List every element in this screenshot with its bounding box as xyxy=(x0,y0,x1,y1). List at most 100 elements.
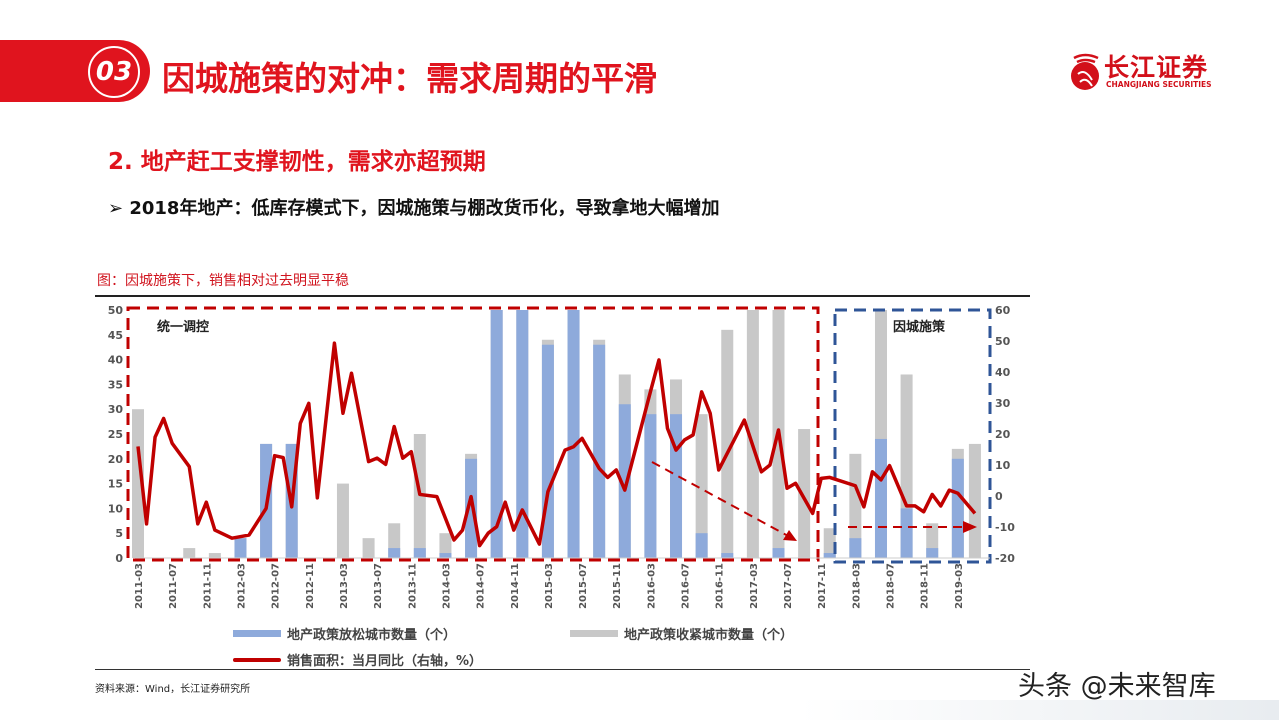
bar-tighten xyxy=(439,533,452,558)
legend-item-sales: 销售面积：当月同比（右轴，%） xyxy=(233,650,482,669)
bar-tighten xyxy=(208,553,221,558)
x-tick-label: 2016-03 xyxy=(646,563,657,609)
bar-loosen xyxy=(951,458,964,558)
x-tick-label: 2017-11 xyxy=(817,563,828,609)
arrow-bullet-icon: ➢ xyxy=(108,198,130,219)
x-tick-label: 2012-07 xyxy=(271,563,282,609)
x-tick-label: 2015-03 xyxy=(544,563,555,609)
y-left-tick-label: 5 xyxy=(115,527,123,540)
page-title: 因城施策的对冲：需求周期的平滑 xyxy=(162,59,657,98)
bar-tighten xyxy=(336,483,349,558)
legend-item-tighten: 地产政策收紧城市数量（个） xyxy=(570,624,793,643)
x-tick-label: 2018-11 xyxy=(920,563,931,609)
legend-swatch-gray xyxy=(570,630,618,637)
bar-loosen xyxy=(388,548,401,558)
bullet-point: ➢ 2018年地产：低库存模式下，因城施策与棚改货币化，导致拿地大幅增加 xyxy=(108,194,719,220)
region-frames: 统一调控 因城施策 xyxy=(126,306,992,564)
trend-arrow-down xyxy=(651,461,791,538)
x-tick-label: 2015-07 xyxy=(578,563,589,609)
legend-label: 地产政策收紧城市数量（个） xyxy=(624,628,794,643)
y-left-tick-label: 25 xyxy=(108,428,123,441)
y-left-tick-label: 0 xyxy=(115,552,123,565)
y-left-tick-label: 35 xyxy=(108,378,123,391)
x-tick-label: 2013-03 xyxy=(339,563,350,609)
y-right-tick-label: -10 xyxy=(995,521,1015,534)
x-tick-label: 2017-07 xyxy=(783,563,794,609)
bar-tighten xyxy=(362,538,375,558)
decor-strip xyxy=(800,700,1279,720)
legend-swatch-blue xyxy=(233,630,281,637)
legend-label: 地产政策放松城市数量（个） xyxy=(287,628,457,643)
bar-loosen xyxy=(413,548,426,558)
bar-tighten xyxy=(968,443,981,558)
bar-loosen xyxy=(849,538,862,558)
y-right-tick-label: 0 xyxy=(995,490,1003,503)
legend-label: 销售面积：当月同比（右轴，%） xyxy=(287,654,483,669)
bar-loosen xyxy=(490,310,503,558)
x-tick-label: 2017-03 xyxy=(749,563,760,609)
y-left-tick-label: 10 xyxy=(108,502,124,515)
bar-tighten xyxy=(183,548,196,558)
y-left-tick-label: 45 xyxy=(108,329,123,342)
subtitle: 2. 地产赶工支撑韧性，需求亦超预期 xyxy=(108,149,486,175)
bar-loosen xyxy=(823,553,836,558)
x-tick-label: 2013-11 xyxy=(407,563,418,609)
y-right-tick-label: 10 xyxy=(995,459,1011,472)
x-tick-label: 2015-11 xyxy=(612,563,623,609)
bar-layer xyxy=(132,310,981,558)
arrow-head-icon xyxy=(963,521,977,533)
company-logo: 长江证券 CHANGJIANG SECURITIES xyxy=(1068,50,1238,94)
region-label: 统一调控 xyxy=(157,319,209,335)
bar-loosen xyxy=(593,344,606,558)
bar-tighten xyxy=(849,453,862,558)
x-tick-label: 2013-07 xyxy=(373,563,384,609)
x-tick-label: 2016-11 xyxy=(715,563,726,609)
chart: 统一调控 因城施策 0 5 10 15 20 25 30 35 40 45 50 -20 -10 0 10 20… xyxy=(108,304,1016,609)
y-right-tick-label: 20 xyxy=(995,428,1011,441)
y-left-tick-label: 50 xyxy=(108,304,124,317)
bar-tighten xyxy=(798,429,811,558)
bar-loosen xyxy=(772,548,785,558)
x-tick-label: 2019-03 xyxy=(954,563,965,609)
y-left-tick-label: 30 xyxy=(108,403,124,416)
logo-emblem-icon xyxy=(1071,53,1099,90)
bar-loosen xyxy=(670,414,683,558)
bar-tighten xyxy=(823,528,836,558)
x-tick-label: 2016-07 xyxy=(681,563,692,609)
x-tick-label: 2014-03 xyxy=(441,563,452,609)
bar-loosen xyxy=(644,414,657,558)
legend-swatch-line xyxy=(233,657,281,662)
x-tick-label: 2011-07 xyxy=(168,563,179,609)
logo-text-cn: 长江证券 xyxy=(1104,53,1209,82)
frame-city-policy xyxy=(833,308,992,564)
y-right-tick-label: -20 xyxy=(995,552,1015,565)
bar-loosen xyxy=(618,404,631,558)
bar-loosen xyxy=(234,538,247,558)
x-tick-label: 2018-07 xyxy=(886,563,897,609)
x-tick-label: 2011-03 xyxy=(134,563,145,609)
legend-item-loosen: 地产政策放松城市数量（个） xyxy=(233,624,456,643)
bar-loosen xyxy=(465,458,478,558)
y-right-tick-label: 40 xyxy=(995,366,1011,379)
divider-top xyxy=(95,295,1030,297)
y-right-tick-label: 50 xyxy=(995,335,1011,348)
region-label: 因城施策 xyxy=(893,319,946,335)
logo-text-en: CHANGJIANG SECURITIES xyxy=(1106,80,1212,89)
bar-loosen xyxy=(567,310,580,558)
bar-loosen xyxy=(695,533,708,558)
bar-tighten xyxy=(132,409,144,558)
x-tick-label: 2014-11 xyxy=(510,563,521,609)
y-left-tick-label: 40 xyxy=(108,354,124,367)
bar-loosen xyxy=(516,310,529,558)
line-layer xyxy=(136,341,977,548)
bar-tighten xyxy=(746,310,759,558)
frame-unified-control xyxy=(126,306,820,562)
bar-loosen xyxy=(926,548,939,558)
axes-layer: 0 5 10 15 20 25 30 35 40 45 50 -20 -10 0 10 20 30 40 50 60 2… xyxy=(108,304,1016,609)
x-tick-label: 2011-11 xyxy=(202,563,213,609)
bar-loosen xyxy=(874,438,887,558)
chart-caption: 图：因城施策下，销售相对过去明显平稳 xyxy=(97,273,349,289)
bar-tighten xyxy=(695,414,708,558)
bullet-text: 2018年地产：低库存模式下，因城施策与棚改货币化，导致拿地大幅增加 xyxy=(129,198,720,219)
divider-bottom xyxy=(95,669,1030,670)
